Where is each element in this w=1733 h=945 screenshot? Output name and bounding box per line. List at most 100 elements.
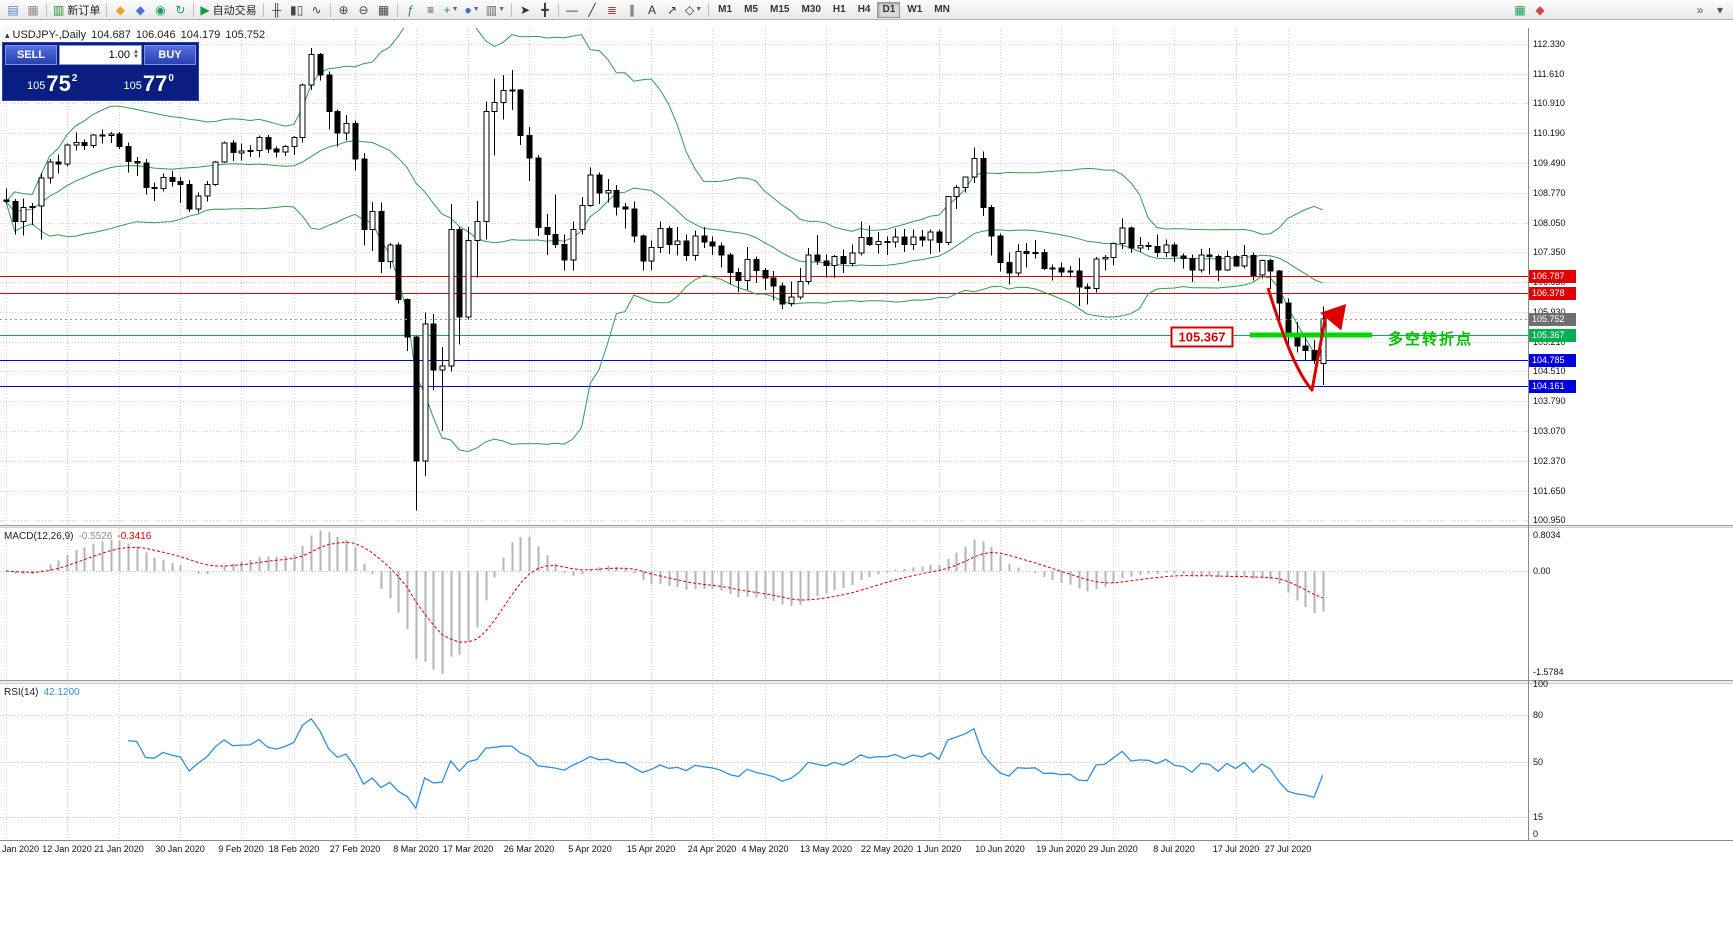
one-click-toggle-icon[interactable]: ▴: [5, 30, 10, 40]
objects-dropdown-dropdown-icon: ▼: [472, 6, 480, 13]
candle: [73, 141, 80, 146]
date-tick: 5 Apr 2020: [568, 844, 612, 854]
timeframe-m15[interactable]: M15: [769, 4, 790, 15]
candle: [1067, 270, 1074, 273]
candle: [195, 195, 202, 210]
arrow-objects-icon[interactable]: ↗: [662, 1, 682, 19]
red-arrow-annotation[interactable]: [1266, 287, 1347, 392]
sell-button[interactable]: SELL: [5, 45, 57, 65]
market-icon[interactable]: ◆: [130, 1, 150, 19]
alerts-icon[interactable]: ◆: [1530, 1, 1550, 19]
timeframe-m5[interactable]: M5: [744, 4, 758, 15]
add-indicator-dropdown-dropdown-icon: ▼: [451, 6, 459, 13]
equidistant-channel-icon[interactable]: ∥: [622, 1, 642, 19]
turning-point-price-label[interactable]: 105.367: [1170, 326, 1234, 348]
candle: [20, 207, 27, 222]
indicator-list-icon[interactable]: ≡: [421, 1, 441, 19]
timeframe-m1[interactable]: M1: [718, 4, 733, 15]
candle: [1049, 267, 1056, 270]
price-scale-tick: 101.650: [1533, 485, 1566, 496]
mql5-community-icon[interactable]: ◆: [110, 1, 130, 19]
candle: [299, 84, 306, 139]
price-badge-106.787: 106.787: [1529, 269, 1576, 283]
new-order-button[interactable]: ▥ 新订单: [50, 1, 103, 19]
fibonacci-icon[interactable]: ≣: [602, 1, 622, 19]
ask-prefix: 105: [123, 80, 142, 92]
timeframe-d1[interactable]: D1: [877, 1, 901, 18]
candle: [1093, 258, 1100, 290]
text-label-icon[interactable]: A: [642, 1, 662, 19]
volume-spin-arrows[interactable]: ▲ ▼: [133, 49, 139, 60]
candle: [448, 228, 455, 367]
crosshair-icon[interactable]: ╋: [535, 1, 555, 19]
new-chart-icon[interactable]: ▤: [3, 1, 23, 19]
horizontal-line-icon[interactable]: ―: [562, 1, 582, 19]
shapes-dropdown[interactable]: ◇ ▼: [682, 1, 705, 19]
chart-shift-icon[interactable]: ▥ ▼: [483, 1, 508, 19]
candle: [701, 235, 708, 243]
rsi-splitter[interactable]: [0, 680, 1733, 684]
toolbar-separator: [396, 2, 398, 17]
candle: [500, 89, 507, 104]
candle: [1276, 270, 1283, 304]
rsi-chart[interactable]: [0, 684, 1528, 840]
signals-icon[interactable]: ◉: [150, 1, 170, 19]
candle: [1102, 257, 1109, 260]
cursor-icon[interactable]: ➤: [515, 1, 535, 19]
time-scale[interactable]: Jan 2020 12 Jan 2020 21 Jan 2020 30 Jan 202…: [0, 840, 1733, 858]
spin-down-icon[interactable]: ▼: [133, 54, 139, 60]
timeframe-mn[interactable]: MN: [934, 4, 950, 15]
candle: [413, 336, 420, 462]
buy-button[interactable]: BUY: [144, 45, 196, 65]
toolbar-separator: [46, 2, 47, 17]
signals-icon: ◉: [155, 2, 166, 17]
toolbar-customize-icon[interactable]: ▾: [1710, 1, 1730, 19]
candle: [177, 181, 184, 186]
objects-dropdown[interactable]: ● ▼: [462, 1, 483, 19]
macd-splitter[interactable]: [0, 525, 1733, 528]
indicators-icon[interactable]: ƒ: [401, 1, 421, 19]
candle: [361, 158, 368, 231]
main-toolbar: ▤ ▦ ▥ 新订单 ◆ ◆ ◉ ↻ ▶ 自动交易 ╫ ▮▯ ∿ ⊕ ⊖ ▦ ƒ ≡ + ▼ ● ▼ ▥ ▼ ➤ ╋ ― ╱ ≣ ∥ A ↗ ◇ ▼…: [0, 0, 1733, 20]
timeframe-m30[interactable]: M30: [801, 4, 821, 15]
bar-chart-icon: ╫: [272, 2, 281, 17]
macd-signal-value: -0.3416: [117, 531, 152, 542]
volume-stepper[interactable]: 1.00 ▲ ▼: [59, 45, 142, 65]
ohlc-open: 104.687: [91, 29, 131, 41]
add-indicator-dropdown[interactable]: + ▼: [441, 1, 462, 19]
candle: [980, 158, 987, 209]
auto-trading-button[interactable]: ▶ 自动交易: [197, 1, 259, 19]
line-chart-icon[interactable]: ∿: [307, 1, 327, 19]
chart-symbol: USDJPY-,Daily: [12, 29, 87, 41]
candlestick-chart-icon[interactable]: ▮▯: [287, 1, 307, 19]
tile-windows-icon[interactable]: ▦: [374, 1, 394, 19]
spin-up-icon[interactable]: ▲: [133, 49, 139, 55]
bid-price[interactable]: 105 75 2: [5, 67, 100, 98]
bar-chart-icon[interactable]: ╫: [267, 1, 287, 19]
ask-price[interactable]: 105 77 0: [102, 67, 197, 98]
refresh-icon[interactable]: ↻: [170, 1, 190, 19]
price-badge-104.161: 104.161: [1529, 379, 1576, 393]
toolbar-overflow-icon[interactable]: »: [1690, 1, 1710, 19]
timeframe-w1[interactable]: W1: [907, 4, 923, 15]
volume-input[interactable]: 1.00: [108, 49, 131, 61]
date-tick: 21 Jan 2020: [94, 844, 144, 854]
chart-window-icon[interactable]: ▦: [1510, 1, 1530, 19]
timeframe-h1[interactable]: H1: [832, 4, 846, 15]
candle: [936, 231, 943, 244]
timeframe-h4[interactable]: H4: [857, 4, 871, 15]
macd-chart[interactable]: [0, 528, 1528, 680]
turning-point-note[interactable]: 多空转折点: [1388, 331, 1474, 348]
profiles-icon[interactable]: ▦: [23, 1, 43, 19]
zoom-out-icon[interactable]: ⊖: [354, 1, 374, 19]
macd-scale-zero: 0.00: [1533, 566, 1551, 576]
date-tick: 12 Jan 2020: [42, 844, 92, 854]
current-price-badge: 105.752: [1529, 313, 1576, 327]
trendline-icon[interactable]: ╱: [582, 1, 602, 19]
date-tick: 26 Mar 2020: [503, 844, 555, 854]
price-scale-tick: 103.070: [1533, 426, 1566, 437]
zoom-in-icon[interactable]: ⊕: [334, 1, 354, 19]
toolbar-separator: [511, 2, 512, 17]
toolbar-separator: [106, 2, 108, 17]
price-chart[interactable]: [0, 28, 1528, 525]
